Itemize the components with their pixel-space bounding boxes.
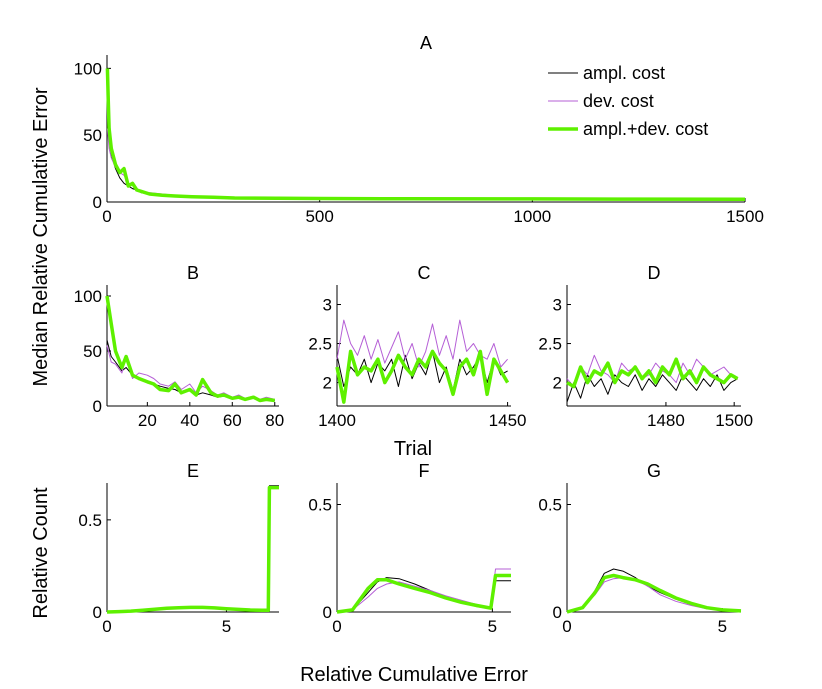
x-tick-label: 1500	[715, 411, 753, 430]
series-line-ampl-dev-cost	[105, 68, 746, 201]
y-tick-label: 0	[93, 603, 102, 622]
panel-title-e: E	[187, 461, 199, 481]
series-line-ampl-dev-cost	[566, 573, 742, 614]
x-tick-label: 1450	[489, 411, 527, 430]
legend-label: ampl.+dev. cost	[583, 119, 708, 139]
legend-label: dev. cost	[583, 91, 654, 111]
x-tick-label: 5	[488, 617, 497, 636]
y-tick-label: 2.5	[538, 335, 562, 354]
y-tick-label: 50	[83, 342, 102, 361]
y-tick-label: 3	[323, 296, 332, 315]
panel-e: E 0 5 0 0.5	[78, 461, 279, 636]
x-tick-label: 1000	[513, 207, 551, 226]
y-tick-label: 0	[553, 603, 562, 622]
x-tick-label: 5	[718, 617, 727, 636]
series-line-ampl-dev-cost	[105, 295, 276, 403]
y-tick-label: 2	[323, 374, 332, 393]
panel-c: C 1400 1450 2 2.5 3	[308, 263, 526, 430]
panel-d: D 1480 1500 2 2.5 3	[538, 263, 753, 430]
x-tick-label: 5	[222, 617, 231, 636]
panel-b: B 20 40 60 80 0 50 100	[74, 263, 285, 430]
x-tick-label: 0	[102, 207, 111, 226]
x-tick-label: 40	[180, 411, 199, 430]
x-tick-label: 60	[223, 411, 242, 430]
y-tick-label: 2	[553, 374, 562, 393]
series-line-ampl-dev-cost	[336, 573, 511, 614]
series-line-dev-cost	[106, 486, 279, 613]
series-line-ampl-dev-cost	[335, 349, 510, 404]
y-tick-label: 0	[323, 603, 332, 622]
panel-title-f: F	[419, 461, 430, 481]
y-tick-label: 3	[553, 296, 562, 315]
x-tick-label: 0	[332, 617, 341, 636]
x-tick-label: 1400	[318, 411, 356, 430]
x-tick-label: 0	[562, 617, 571, 636]
xlabel-trial: Trial	[394, 438, 432, 460]
panel-title-d: D	[648, 263, 661, 283]
y-tick-label: 2.5	[308, 335, 332, 354]
xlabel-relative-error: Relative Cumulative Error	[300, 664, 528, 686]
y-tick-label: 50	[83, 126, 102, 145]
panel-title-a: A	[420, 33, 432, 53]
series-line-dev-cost	[106, 128, 746, 200]
panel-title-b: B	[187, 263, 199, 283]
x-tick-label: 20	[138, 411, 157, 430]
y-tick-label: 0	[93, 397, 102, 416]
series-line-ampl-cost	[106, 485, 279, 613]
ylabel-bottom: Relative Count	[30, 487, 52, 619]
y-tick-label: 0.5	[308, 496, 332, 515]
ylabel-top: Median Relative Cumulative Error	[30, 87, 52, 386]
x-tick-label: 1500	[726, 207, 764, 226]
x-tick-label: 1480	[647, 411, 685, 430]
panel-f: F 0 5 0 0.5	[308, 461, 511, 636]
panel-title-g: G	[647, 461, 661, 481]
y-tick-label: 100	[74, 59, 102, 78]
legend: ampl. cost dev. cost ampl.+dev. cost	[548, 63, 708, 139]
panel-a: A 0 500 1000 1500 0 50 100	[74, 33, 764, 226]
y-tick-label: 0.5	[78, 511, 102, 530]
legend-label: ampl. cost	[583, 63, 665, 83]
panel-g: G 0 5 0 0.5	[538, 461, 742, 636]
series-line-ampl-dev-cost	[566, 357, 739, 389]
y-tick-label: 0.5	[538, 496, 562, 515]
series-line-ampl-cost	[566, 374, 738, 403]
x-tick-label: 80	[265, 411, 284, 430]
y-tick-label: 0	[93, 193, 102, 212]
x-tick-label: 0	[102, 617, 111, 636]
panel-title-c: C	[418, 263, 431, 283]
x-tick-label: 500	[305, 207, 333, 226]
y-tick-label: 100	[74, 287, 102, 306]
series-line-ampl-dev-cost	[106, 485, 279, 614]
